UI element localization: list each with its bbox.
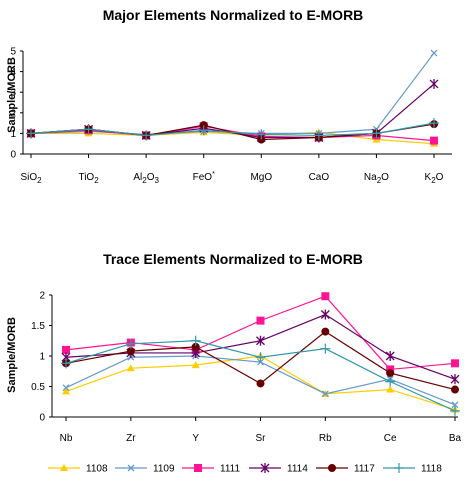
y-tick-label: 4 xyxy=(10,67,16,78)
marker-1111 xyxy=(194,464,202,472)
marker-1118 xyxy=(26,128,36,139)
marker-1111 xyxy=(256,316,265,325)
y-tick-label: 2 xyxy=(39,291,45,302)
series-line-1111 xyxy=(30,125,435,142)
marker-1114 xyxy=(450,374,460,385)
marker-1111 xyxy=(62,345,70,354)
marker-1117 xyxy=(328,464,336,472)
series-line-1118 xyxy=(30,122,435,137)
marker-1118 xyxy=(371,128,382,139)
legend-item-1117: 1117 xyxy=(316,464,375,475)
marker-1109 xyxy=(62,384,70,392)
marker-1118 xyxy=(394,463,404,473)
x-tick-label: Zr xyxy=(126,433,136,444)
legend-label: 1109 xyxy=(153,464,175,475)
marker-1117 xyxy=(256,379,265,388)
marker-1111 xyxy=(451,359,459,368)
x-tick-label: Nb xyxy=(60,433,73,444)
x-tick-label: FeO* xyxy=(193,171,215,183)
marker-1118 xyxy=(255,352,266,363)
marker-1118 xyxy=(83,124,94,135)
marker-1118 xyxy=(125,338,136,349)
chart1-title: Major Elements Normalized to E-MORB xyxy=(103,7,364,23)
chart1-ylabel: Sample/MORB xyxy=(6,57,18,133)
marker-1109 xyxy=(430,49,438,57)
x-tick-label: CaO xyxy=(309,172,330,183)
legend-item-1111: 1111 xyxy=(182,464,240,475)
legend-item-1109: 1109 xyxy=(115,464,175,475)
y-tick-label: 1 xyxy=(39,352,45,363)
y-tick-label: 0 xyxy=(10,150,16,161)
marker-1117 xyxy=(451,385,459,394)
marker-1114 xyxy=(260,463,270,473)
marker-1114 xyxy=(320,309,330,320)
legend-item-1118: 1118 xyxy=(383,463,442,475)
y-tick-label: 0.5 xyxy=(31,382,45,393)
marker-1109 xyxy=(451,401,459,409)
x-tick-label: Na2O xyxy=(364,172,389,185)
marker-1111 xyxy=(430,136,438,145)
legend: 1108 1109 1111 1114 1117 1118 xyxy=(48,463,442,475)
chart2-plot: 0 0.5 1 1.5 2 Nb Zr Y Sr Rb Ce Ba xyxy=(31,291,461,445)
marker-1118 xyxy=(256,129,267,140)
y-tick-label: 1.5 xyxy=(31,321,45,332)
y-tick-label: 2 xyxy=(10,108,16,119)
marker-1118 xyxy=(190,335,201,346)
marker-1118 xyxy=(141,130,152,141)
marker-1109 xyxy=(127,464,135,472)
marker-1117 xyxy=(191,342,200,351)
marker-1114 xyxy=(429,78,439,89)
y-tick-label: 1 xyxy=(10,129,16,140)
chart2-title: Trace Elements Normalized to E-MORB xyxy=(103,251,363,267)
series-line-1109 xyxy=(30,52,435,136)
x-tick-label: MgO xyxy=(250,172,272,183)
marker-1118 xyxy=(320,343,331,354)
marker-1114 xyxy=(256,335,265,346)
x-tick-label: Y xyxy=(192,433,199,444)
legend-label: 1117 xyxy=(354,464,375,475)
marker-1118 xyxy=(198,125,209,136)
y-tick-label: 3 xyxy=(10,88,16,99)
x-tick-label: TiO2 xyxy=(78,172,99,185)
y-tick-label: 5 xyxy=(10,47,16,58)
marker-1108 xyxy=(62,387,70,395)
marker-1111 xyxy=(321,292,330,301)
legend-item-1108: 1108 xyxy=(48,464,108,475)
marker-1117 xyxy=(257,135,266,144)
x-tick-label: Sr xyxy=(256,433,267,444)
x-tick-label: Ce xyxy=(384,433,397,444)
legend-label: 1108 xyxy=(86,464,108,475)
x-tick-label: Ba xyxy=(449,433,462,444)
legend-label: 1114 xyxy=(287,464,308,475)
marker-1108 xyxy=(126,364,135,372)
marker-1118 xyxy=(385,376,396,387)
marker-1117 xyxy=(321,327,330,336)
marker-1114 xyxy=(385,351,395,361)
x-tick-label: Al2O3 xyxy=(133,172,159,185)
legend-label: 1118 xyxy=(421,464,442,475)
x-tick-label: K2O xyxy=(425,172,444,185)
y-tick-label: 0 xyxy=(39,413,45,424)
marker-1118 xyxy=(450,405,460,416)
marker-1108 xyxy=(60,464,68,471)
marker-1117 xyxy=(386,369,395,378)
marker-1118 xyxy=(313,130,324,141)
marker-1118 xyxy=(429,118,439,129)
marker-1109 xyxy=(321,390,329,398)
series-line-1108 xyxy=(31,131,435,145)
chart2-ylabel: Sample/MORB xyxy=(6,317,18,393)
marker-1117 xyxy=(126,347,135,356)
chart1-plot: 0 1 2 3 4 5 SiO2 TiO2 Al2O3 FeO* MgO CaO Na2O K2O xyxy=(10,47,452,185)
marker-1118 xyxy=(61,358,71,369)
marker-1117 xyxy=(199,121,208,130)
marker-1108 xyxy=(191,361,200,369)
marker-1108 xyxy=(386,385,395,393)
x-tick-label: Rb xyxy=(319,433,332,444)
legend-label: 1111 xyxy=(220,464,240,475)
legend-item-1114: 1114 xyxy=(249,463,308,475)
x-tick-label: SiO2 xyxy=(20,172,42,185)
series-line-1118 xyxy=(65,340,456,412)
